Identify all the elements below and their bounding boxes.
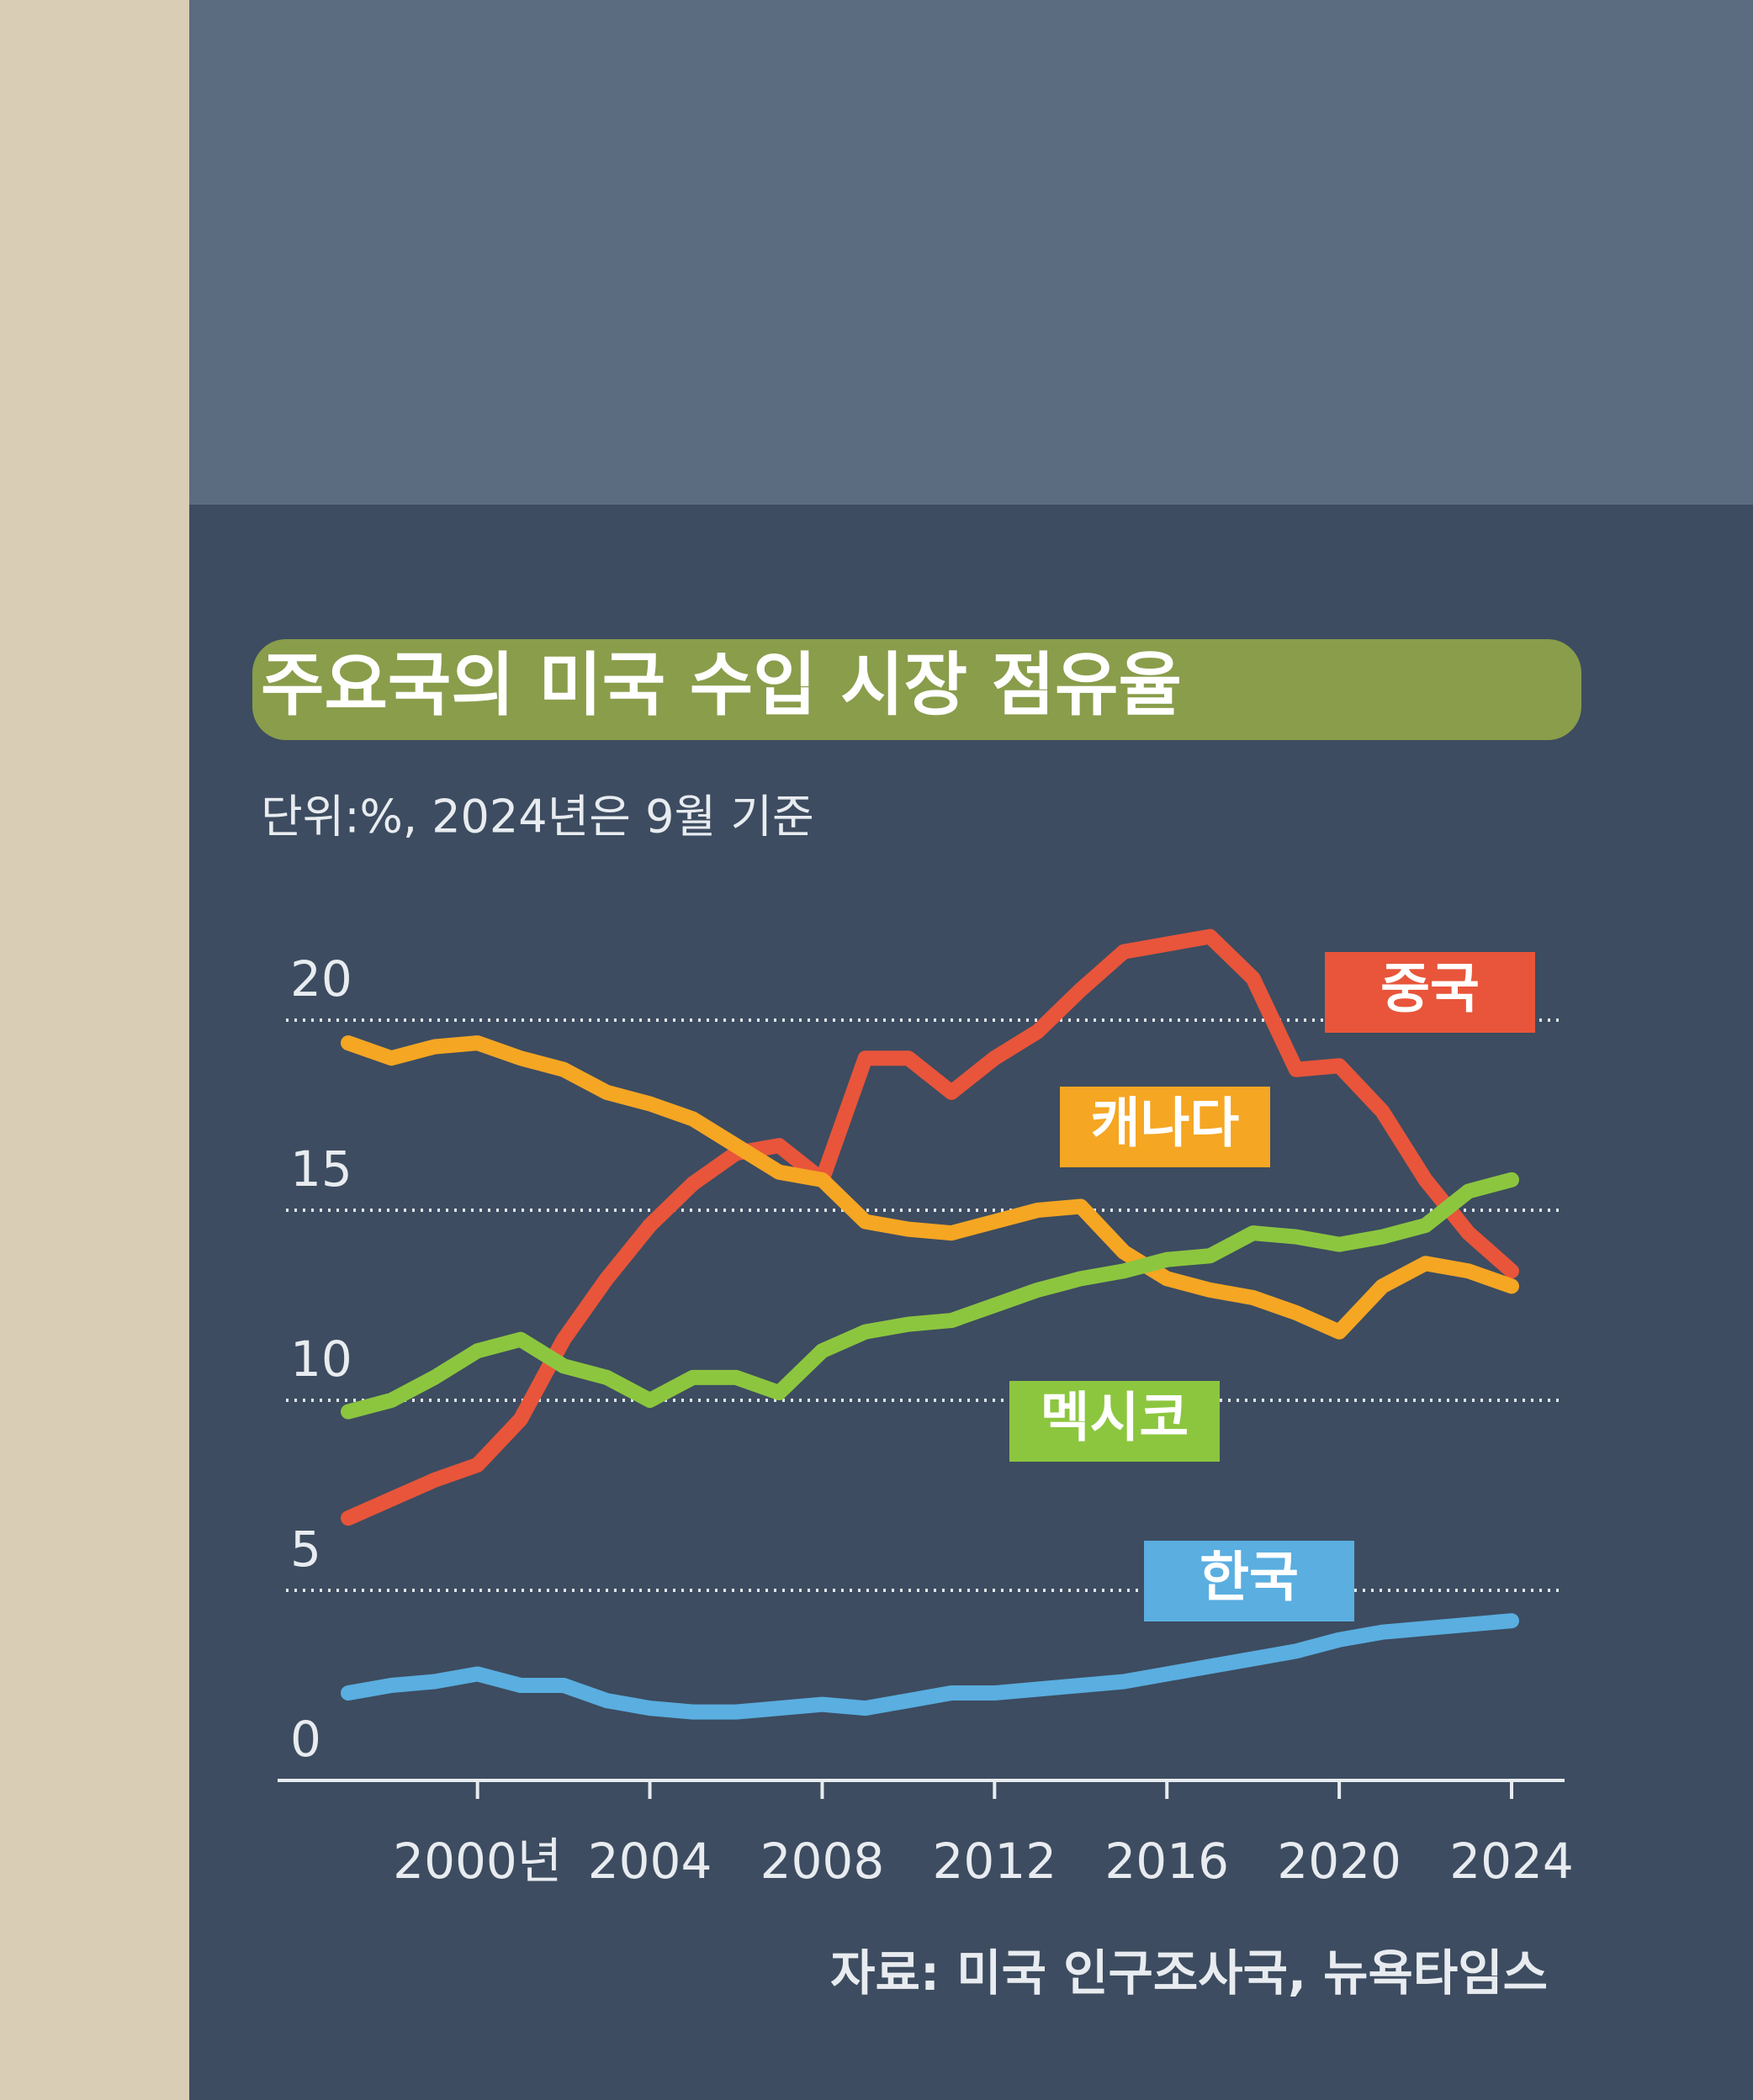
y-tick-label: 0	[290, 1711, 321, 1768]
y-tick-label: 5	[290, 1521, 321, 1578]
series-label: 캐나다	[1091, 1093, 1240, 1156]
series-label: 멕시코	[1041, 1388, 1189, 1450]
x-tick-label: 2004	[588, 1833, 712, 1890]
series-label: 중국	[1380, 959, 1480, 1021]
y-tick-label: 10	[290, 1330, 352, 1388]
x-tick-label: 2024	[1449, 1833, 1574, 1890]
series-label-box	[1060, 1087, 1270, 1167]
panel-photo	[189, 0, 1753, 505]
series-label-box	[1325, 952, 1535, 1033]
source: 자료: 미국 인구조사국, 뉴욕타임스	[830, 1944, 1548, 2002]
series-line	[341, 1172, 1519, 1420]
series-line	[341, 1613, 1519, 1720]
title-highlight	[252, 639, 1581, 740]
chart-subtitle: 단위:%, 2024년은 9월 기준	[261, 791, 814, 844]
x-tick-label: 2012	[933, 1833, 1057, 1890]
series-label: 한국	[1200, 1547, 1299, 1610]
chart-title: 주요국의 미국 수입 시장 점유율	[261, 645, 1182, 725]
series-line	[341, 1035, 1519, 1340]
x-tick-label: 2020	[1277, 1833, 1401, 1890]
x-tick-label: 2008	[760, 1833, 885, 1890]
series-line	[341, 928, 1519, 1526]
series-label-box	[1009, 1381, 1220, 1462]
y-tick-label: 20	[290, 950, 352, 1008]
y-tick-label: 15	[290, 1140, 352, 1198]
x-tick-label: 2000년	[393, 1833, 562, 1890]
series-label-box	[1144, 1541, 1354, 1621]
x-tick-label: 2016	[1104, 1833, 1229, 1890]
